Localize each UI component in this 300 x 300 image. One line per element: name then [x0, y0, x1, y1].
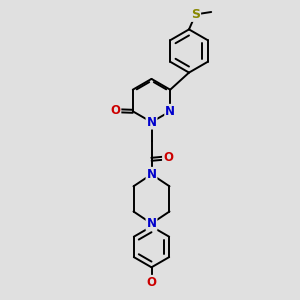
Text: O: O — [110, 104, 120, 117]
Text: N: N — [146, 217, 157, 230]
Text: N: N — [146, 168, 157, 181]
Text: N: N — [165, 105, 175, 118]
Text: O: O — [163, 151, 173, 164]
Text: S: S — [191, 8, 200, 21]
Text: N: N — [146, 116, 157, 129]
Text: O: O — [146, 276, 157, 289]
